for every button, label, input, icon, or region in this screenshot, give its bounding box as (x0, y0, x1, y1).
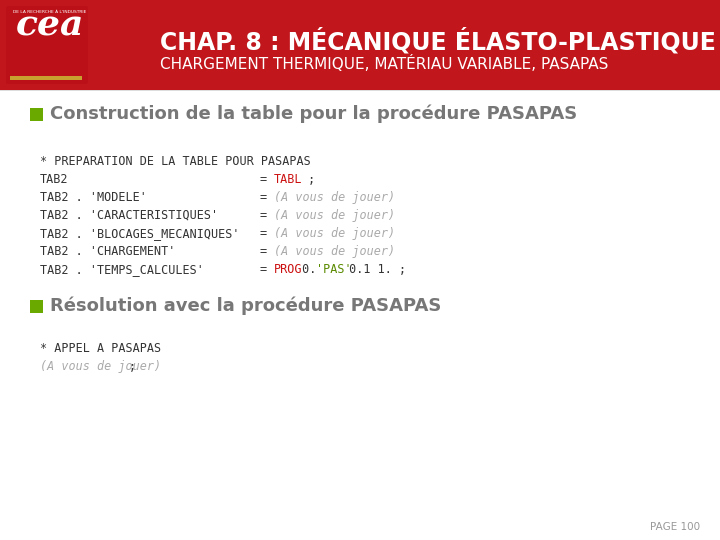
Text: =: = (260, 191, 274, 204)
Bar (0, 0, 720, 90)
Text: 'PAS': 'PAS' (316, 263, 351, 276)
Text: (A vous de jouer): (A vous de jouer) (274, 191, 395, 204)
Text: Construction de la table pour la procédure PASAPAS: Construction de la table pour la procédu… (50, 104, 577, 123)
Text: TAB2 . 'CARACTERISTIQUES': TAB2 . 'CARACTERISTIQUES' (40, 209, 218, 222)
Text: 0.: 0. (295, 263, 323, 276)
Text: (A vous de jouer): (A vous de jouer) (274, 209, 395, 222)
Text: =: = (260, 263, 274, 276)
Text: CHAP. 8 : MÉCANIQUE ÉLASTO-PLASTIQUE: CHAP. 8 : MÉCANIQUE ÉLASTO-PLASTIQUE (160, 28, 716, 55)
Text: TAB2: TAB2 (40, 173, 68, 186)
Text: =: = (260, 209, 274, 222)
Text: 0.1 1. ;: 0.1 1. ; (342, 263, 406, 276)
Text: PROG: PROG (274, 263, 302, 276)
Text: =: = (260, 245, 274, 258)
Text: ;: ; (129, 360, 136, 373)
Text: ;: ; (301, 173, 315, 186)
Text: TAB2 . 'CHARGEMENT': TAB2 . 'CHARGEMENT' (40, 245, 176, 258)
Text: * PREPARATION DE LA TABLE POUR PASAPAS: * PREPARATION DE LA TABLE POUR PASAPAS (40, 155, 311, 168)
Text: =: = (260, 173, 274, 186)
Bar (10, 76, 82, 80)
Bar (0, 90, 720, 91)
Text: CHARGEMENT THERMIQUE, MATÉRIAU VARIABLE, PASAPAS: CHARGEMENT THERMIQUE, MATÉRIAU VARIABLE,… (160, 55, 608, 72)
Text: cea: cea (16, 8, 84, 42)
Text: TAB2 . 'MODELE': TAB2 . 'MODELE' (40, 191, 147, 204)
Text: Résolution avec la procédure PASAPAS: Résolution avec la procédure PASAPAS (50, 296, 441, 315)
Text: PAGE 100: PAGE 100 (650, 522, 700, 532)
Text: (A vous de jouer): (A vous de jouer) (274, 245, 395, 258)
Text: * APPEL A PASAPAS: * APPEL A PASAPAS (40, 342, 161, 355)
Bar (30, 300, 43, 313)
Text: (A vous de jouer): (A vous de jouer) (40, 360, 161, 373)
Bar (30, 108, 43, 121)
Text: =: = (260, 227, 274, 240)
Text: (A vous de jouer): (A vous de jouer) (274, 227, 395, 240)
Text: DE LA RECHERCHE À L'INDUSTRIE: DE LA RECHERCHE À L'INDUSTRIE (13, 10, 86, 14)
Text: TAB2 . 'BLOCAGES_MECANIQUES': TAB2 . 'BLOCAGES_MECANIQUES' (40, 227, 240, 240)
Text: TABL: TABL (274, 173, 302, 186)
Text: TAB2 . 'TEMPS_CALCULES': TAB2 . 'TEMPS_CALCULES' (40, 263, 204, 276)
FancyBboxPatch shape (6, 6, 88, 84)
